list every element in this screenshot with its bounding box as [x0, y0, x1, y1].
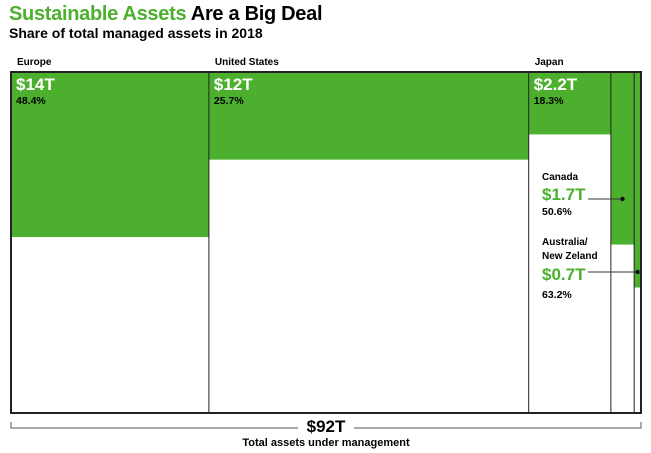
share-label-2: 18.3%: [534, 95, 564, 107]
sustainable-value-label-1: $12T: [214, 75, 253, 94]
leader-dot-3: [620, 196, 625, 202]
region-label-4-line-1: New Zeland: [542, 251, 598, 262]
chart-subtitle: Share of total managed assets in 2018: [9, 25, 263, 41]
total-caption: Total assets under management: [242, 437, 410, 449]
share-label-3: 50.6%: [542, 206, 572, 218]
region-label-4-line-0: Australia/: [542, 237, 588, 248]
region-label-0: Europe: [17, 57, 52, 68]
sustainable-value-label-2: $2.2T: [534, 75, 578, 94]
leader-dot-4: [635, 269, 640, 275]
region-label-3: Canada: [542, 172, 579, 183]
sustainable-bar-0: [11, 72, 209, 238]
region-label-1: United States: [215, 57, 279, 68]
share-label-1: 25.7%: [214, 95, 244, 107]
sustainable-value-label-0: $14T: [16, 75, 55, 94]
sustainable-bar-1: [208, 72, 529, 160]
share-label-0: 48.4%: [16, 95, 46, 107]
sustainable-bar-3: [610, 72, 635, 245]
chart-title-highlight: Sustainable Assets: [9, 3, 187, 25]
sustainable-value-label-4: $0.7T: [542, 265, 586, 284]
sustainable-bar-4: [634, 72, 641, 288]
total-value-label: $92T: [307, 417, 346, 436]
sustainable-value-label-3: $1.7T: [542, 185, 586, 204]
chart-title: Sustainable Assets Are a Big Deal: [9, 3, 323, 26]
share-label-4: 63.2%: [542, 289, 572, 301]
total-label-backing: [298, 425, 354, 431]
chart-frame: [10, 71, 642, 414]
region-label-2: Japan: [535, 57, 564, 68]
chart-title-rest: Are a Big Deal: [190, 3, 323, 25]
sustainable-bar-2: [528, 72, 611, 135]
